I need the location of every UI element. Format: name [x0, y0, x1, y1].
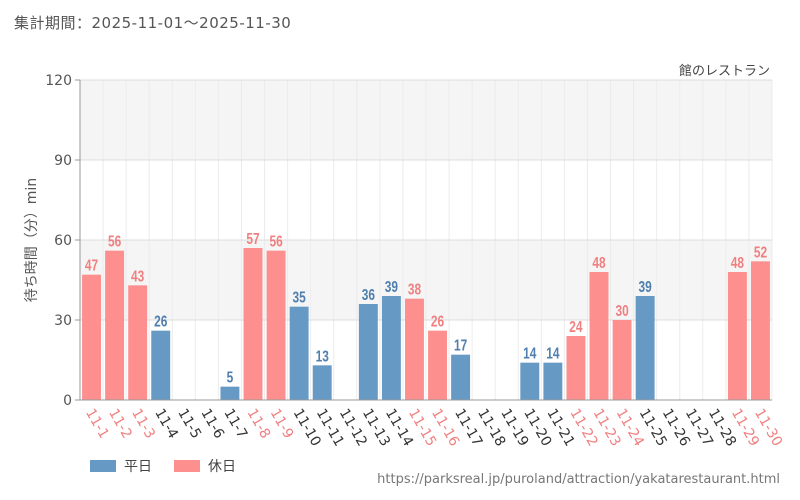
source-url: https://parksreal.jp/puroland/attraction… [377, 472, 780, 487]
bar-value-label: 39 [385, 279, 399, 296]
bar [105, 250, 125, 400]
bar [381, 296, 401, 400]
y-tick-label: 0 [63, 393, 72, 409]
bar [82, 274, 101, 400]
x-tick-label: 11-1 [82, 406, 112, 442]
bar-value-label: 17 [454, 337, 468, 354]
x-tick-label: 11-5 [174, 406, 204, 442]
bar-value-label: 56 [108, 233, 122, 250]
bar-value-label: 13 [316, 348, 330, 365]
bar [428, 330, 447, 400]
bar-value-label: 38 [408, 281, 422, 298]
bar-value-label: 52 [754, 244, 768, 261]
legend-item-weekday: 平日 [90, 456, 152, 476]
x-tick-label: 11-4 [151, 406, 181, 442]
bar [128, 285, 148, 400]
x-tick-label: 11-8 [244, 406, 274, 442]
bar [543, 362, 563, 400]
y-tick-label: 60 [54, 233, 72, 249]
bar-value-label: 14 [523, 345, 537, 362]
legend: 平日 休日 [90, 456, 258, 476]
x-tick-label: 11-7 [220, 406, 250, 442]
bar [289, 306, 309, 400]
bar-value-label: 48 [731, 255, 745, 272]
bar-value-label: 5 [227, 369, 234, 386]
bar [589, 272, 609, 400]
bar [751, 261, 770, 400]
bar [520, 362, 540, 400]
bar-value-label: 26 [431, 313, 445, 330]
bar [266, 250, 286, 400]
y-tick-label: 120 [45, 73, 72, 89]
bar [358, 304, 378, 400]
bar [612, 320, 632, 400]
y-tick-label: 90 [54, 153, 72, 169]
bar-value-label: 47 [85, 257, 99, 274]
bar [566, 336, 586, 400]
y-tick-label: 30 [54, 313, 72, 329]
legend-item-holiday: 休日 [174, 456, 236, 476]
bar [243, 248, 263, 400]
bar-value-label: 43 [131, 268, 145, 285]
period-label: 集計期間：2025-11-01〜2025-11-30 [14, 14, 292, 32]
legend-label-weekday: 平日 [124, 459, 152, 475]
chart-title: 館のレストラン [678, 64, 770, 79]
bar [220, 386, 240, 400]
bar-value-label: 24 [569, 319, 583, 336]
bar-value-label: 39 [639, 279, 653, 296]
x-tick-label: 11-9 [267, 406, 297, 442]
x-tick-label: 11-3 [128, 406, 158, 442]
legend-swatch-holiday [174, 460, 200, 472]
bar-value-label: 36 [362, 287, 376, 304]
bar-value-label: 14 [546, 345, 560, 362]
bar [151, 330, 171, 400]
bar-value-label: 30 [615, 303, 629, 320]
bar [727, 272, 747, 400]
bar [635, 296, 655, 400]
bar-value-label: 35 [293, 289, 307, 306]
bar [451, 354, 471, 400]
bar-value-label: 57 [246, 231, 260, 248]
legend-swatch-weekday [90, 460, 116, 472]
bar [312, 365, 332, 400]
legend-label-holiday: 休日 [208, 459, 236, 475]
bar-value-label: 48 [592, 255, 606, 272]
bar-value-label: 26 [154, 313, 168, 330]
x-tick-label: 11-2 [105, 406, 135, 442]
bar-value-label: 56 [269, 233, 283, 250]
x-tick-label: 11-6 [197, 406, 227, 442]
y-axis-title: 待ち時間（分）min [24, 178, 40, 302]
bar [405, 298, 424, 400]
